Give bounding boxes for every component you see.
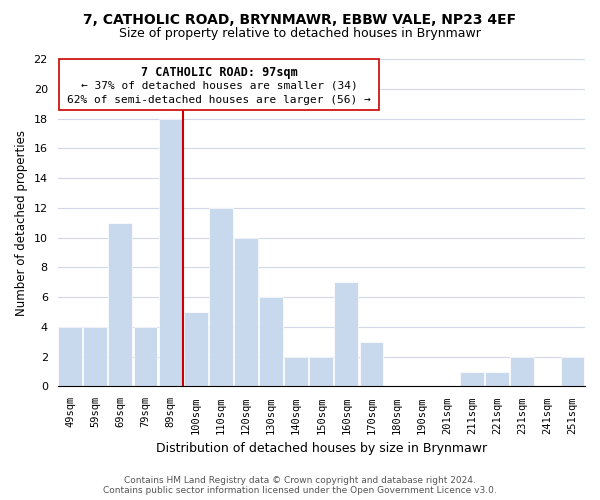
Y-axis label: Number of detached properties: Number of detached properties	[15, 130, 28, 316]
Text: Contains HM Land Registry data © Crown copyright and database right 2024.: Contains HM Land Registry data © Crown c…	[124, 476, 476, 485]
Bar	[259, 297, 283, 386]
Bar	[158, 118, 182, 386]
Text: 7 CATHOLIC ROAD: 97sqm: 7 CATHOLIC ROAD: 97sqm	[140, 66, 297, 78]
Bar	[284, 356, 308, 386]
Bar	[58, 327, 82, 386]
Bar	[209, 208, 233, 386]
Bar	[184, 312, 208, 386]
Bar	[460, 372, 484, 386]
Bar	[334, 282, 358, 387]
Bar	[359, 342, 383, 386]
Bar	[310, 356, 333, 386]
Bar	[485, 372, 509, 386]
Bar	[83, 327, 107, 386]
X-axis label: Distribution of detached houses by size in Brynmawr: Distribution of detached houses by size …	[156, 442, 487, 455]
FancyBboxPatch shape	[59, 59, 379, 110]
Bar	[510, 356, 534, 386]
Text: Contains public sector information licensed under the Open Government Licence v3: Contains public sector information licen…	[103, 486, 497, 495]
Text: ← 37% of detached houses are smaller (34): ← 37% of detached houses are smaller (34…	[80, 80, 357, 90]
Bar	[560, 356, 584, 386]
Text: Size of property relative to detached houses in Brynmawr: Size of property relative to detached ho…	[119, 28, 481, 40]
Bar	[234, 238, 258, 386]
Bar	[109, 222, 132, 386]
Bar	[134, 327, 157, 386]
Text: 62% of semi-detached houses are larger (56) →: 62% of semi-detached houses are larger (…	[67, 96, 371, 106]
Text: 7, CATHOLIC ROAD, BRYNMAWR, EBBW VALE, NP23 4EF: 7, CATHOLIC ROAD, BRYNMAWR, EBBW VALE, N…	[83, 12, 517, 26]
